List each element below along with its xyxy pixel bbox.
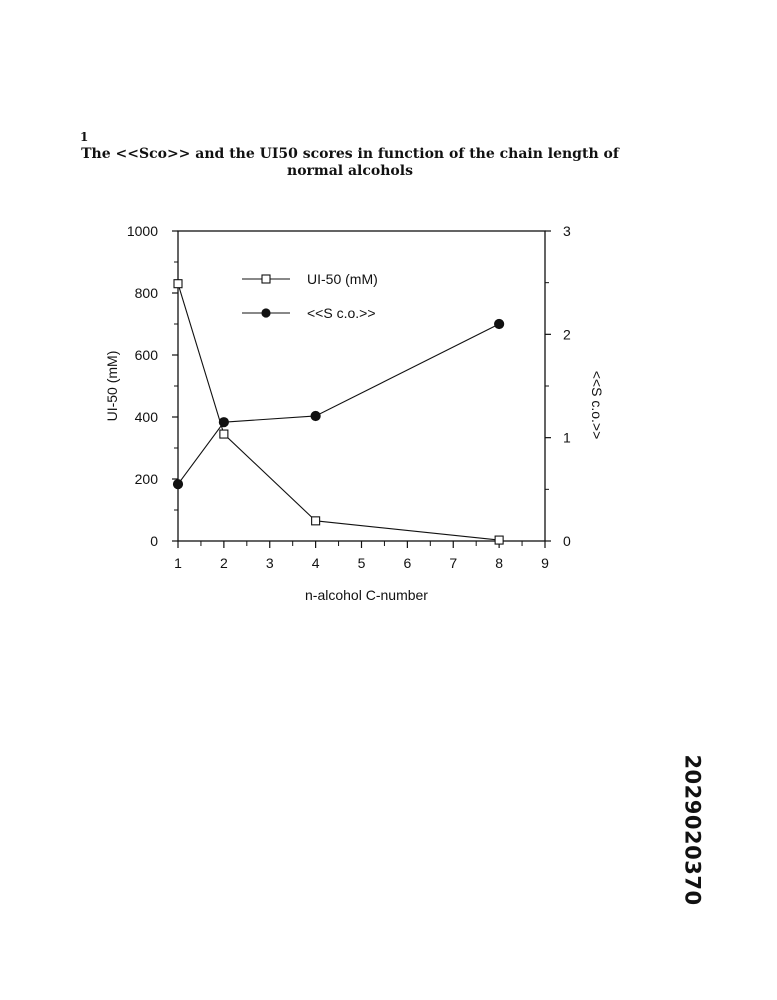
- figure-marker: 1: [80, 130, 89, 144]
- y-right-axis-label: <<S c.o.>>: [589, 371, 605, 440]
- y-left-tick-label: 0: [150, 533, 158, 549]
- x-tick-label: 6: [403, 555, 411, 571]
- x-axis-label: n-alcohol C-number: [305, 587, 428, 603]
- data-point-ui50: [173, 279, 183, 289]
- x-tick-label: 7: [449, 555, 457, 571]
- data-point-sco: [218, 417, 229, 428]
- y-left-tick-label: 800: [135, 285, 159, 301]
- data-point-ui50: [311, 516, 321, 526]
- series-line-1: [177, 283, 500, 541]
- chart-title-line-2: normal alcohols: [287, 163, 413, 179]
- x-tick-label: 9: [541, 555, 549, 571]
- x-tick-label: 4: [312, 555, 320, 571]
- x-tick-label: 2: [220, 555, 228, 571]
- y-right-tick-label: 1: [563, 430, 571, 446]
- chart-title: The <<Sco>> and the UI50 scores in funct…: [60, 146, 640, 180]
- chart-title-line-1: The <<Sco>> and the UI50 scores in funct…: [81, 146, 619, 162]
- series-line-2: [177, 323, 500, 485]
- data-point-ui50: [494, 535, 504, 545]
- legend-label-2: <<S c.o.>>: [307, 305, 376, 321]
- y-right-tick-label: 2: [563, 326, 571, 342]
- legend-marker-ui50: [261, 274, 271, 284]
- y-left-tick-label: 600: [135, 347, 159, 363]
- x-tick-label: 5: [358, 555, 366, 571]
- legend-marker-sco: [261, 308, 271, 318]
- y-left-tick-label: 200: [135, 471, 159, 487]
- data-point-sco: [494, 318, 505, 330]
- document-id: 2029020370: [665, 754, 721, 905]
- data-point-sco: [310, 410, 321, 422]
- x-tick-label: 1: [174, 555, 182, 571]
- y-left-tick-label: 400: [135, 409, 159, 425]
- y-right-tick-label: 0: [563, 533, 571, 549]
- data-point-ui50: [219, 429, 229, 439]
- y-left-axis-label: UI-50 (mM): [104, 351, 120, 422]
- document-id-text: 2029020370: [681, 754, 705, 906]
- y-right-tick-label: 3: [563, 223, 571, 239]
- x-tick-label: 3: [266, 555, 274, 571]
- x-tick-label: 8: [495, 555, 503, 571]
- data-point-sco: [172, 479, 184, 490]
- legend-label-1: UI-50 (mM): [307, 271, 378, 287]
- y-left-tick-label: 1000: [127, 223, 158, 239]
